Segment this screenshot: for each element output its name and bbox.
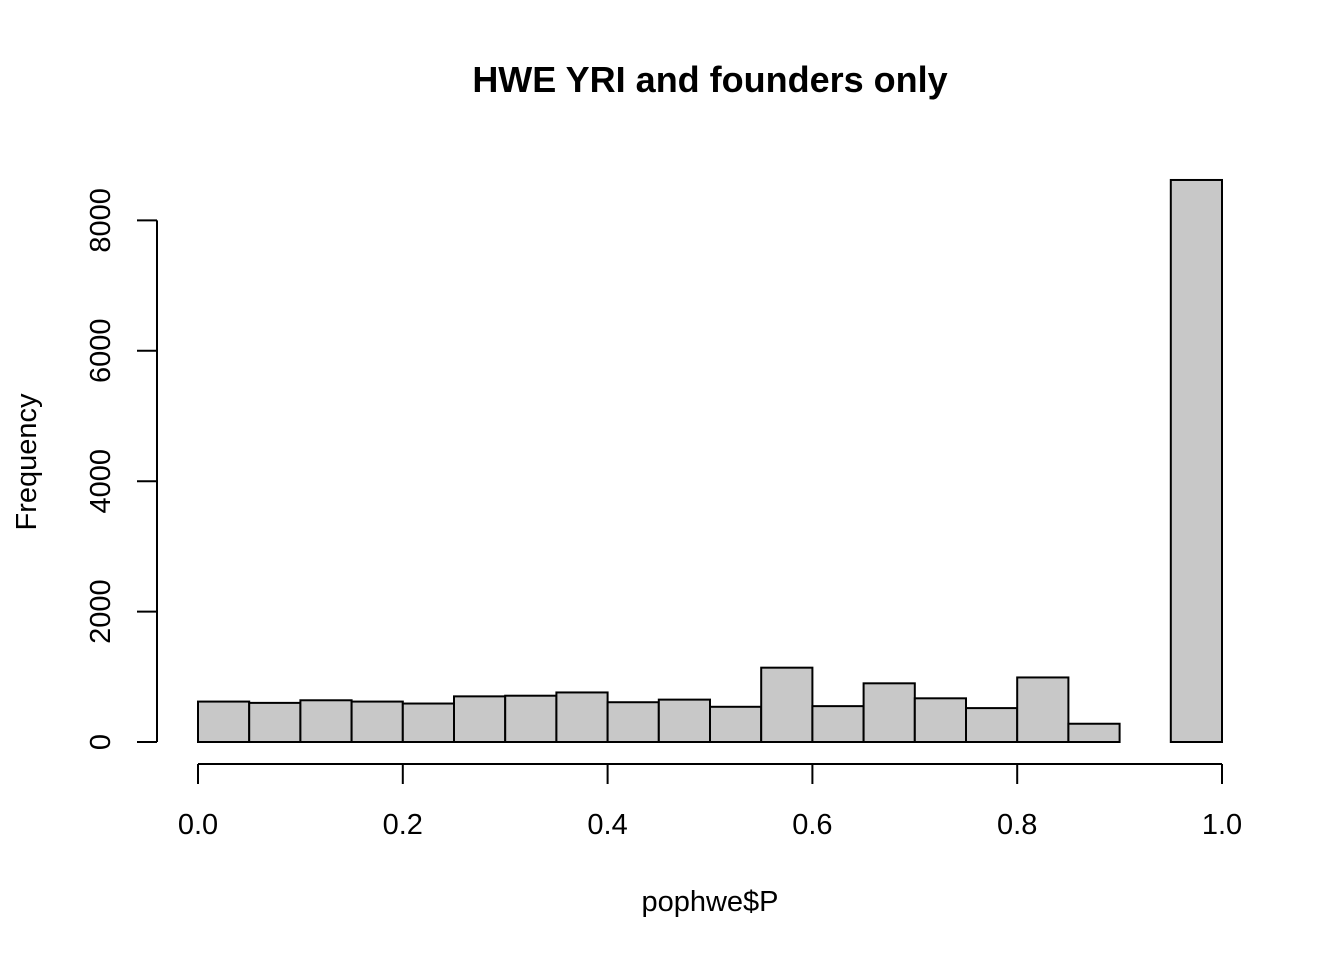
histogram-bar-10 bbox=[709, 705, 763, 743]
histogram-bar-9 bbox=[657, 698, 711, 743]
histogram-bar-0 bbox=[197, 700, 251, 743]
x-tick-label-1: 0.2 bbox=[383, 809, 423, 841]
histogram-bar-8 bbox=[606, 701, 660, 744]
histogram-bar-5 bbox=[453, 695, 507, 743]
y-axis-label: Frequency bbox=[11, 393, 43, 531]
histogram-bar-16 bbox=[1016, 676, 1070, 744]
y-tick-label-1: 2000 bbox=[85, 579, 117, 644]
histogram-bar-6 bbox=[504, 694, 558, 744]
x-tick-label-5: 1.0 bbox=[1202, 809, 1242, 841]
histogram-bar-14 bbox=[913, 697, 967, 743]
y-tick-label-3: 6000 bbox=[85, 319, 117, 384]
x-tick-label-4: 0.8 bbox=[997, 809, 1037, 841]
histogram-bar-12 bbox=[811, 705, 865, 744]
histogram-bar-15 bbox=[965, 707, 1019, 744]
x-axis-label: pophwe$P bbox=[641, 886, 778, 918]
y-axis: 0 2000 4000 6000 8000 bbox=[85, 188, 158, 750]
x-tick-label-2: 0.4 bbox=[587, 809, 627, 841]
x-axis: 0.0 0.2 0.4 0.6 0.8 1.0 bbox=[178, 763, 1242, 841]
histogram-bar-11 bbox=[760, 666, 814, 743]
histogram-bar-13 bbox=[862, 682, 916, 744]
y-tick-label-0: 0 bbox=[85, 734, 117, 750]
x-tick-label-3: 0.6 bbox=[792, 809, 832, 841]
x-tick-label-0: 0.0 bbox=[178, 809, 218, 841]
histogram-bar-17 bbox=[1067, 722, 1121, 744]
histogram-bar-19 bbox=[1169, 178, 1224, 743]
histogram-bar-7 bbox=[555, 691, 609, 743]
y-tick-label-4: 8000 bbox=[85, 188, 117, 253]
histogram-bar-2 bbox=[299, 699, 353, 743]
y-tick-label-2: 4000 bbox=[85, 449, 117, 514]
histogram-bar-1 bbox=[248, 701, 302, 744]
histogram-bar-4 bbox=[401, 702, 455, 743]
histogram-bar-3 bbox=[350, 700, 404, 743]
bars-group bbox=[197, 178, 1224, 744]
chart-title: HWE YRI and founders only bbox=[472, 59, 947, 100]
